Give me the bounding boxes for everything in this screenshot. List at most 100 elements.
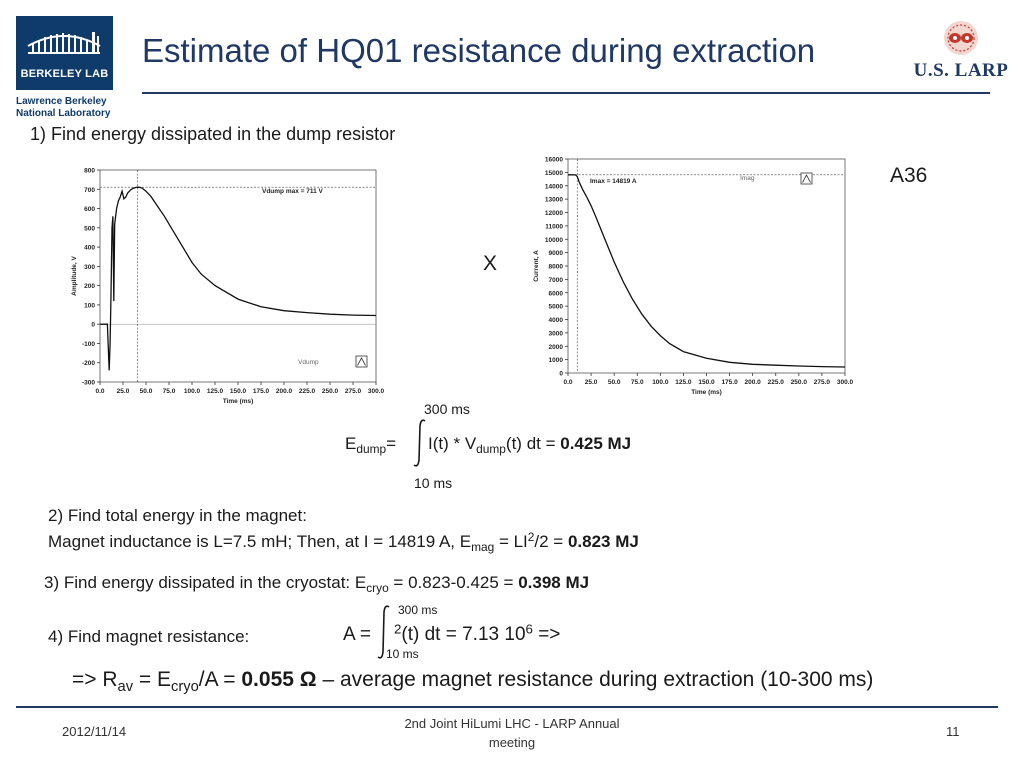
slide-title: Estimate of HQ01 resistance during extra… [142,32,816,69]
x-tick-label: 300.0 [368,388,385,395]
y-tick-label: 800 [84,168,95,175]
larp-logo-text: U.S. LARP [913,60,1009,81]
legend-toggle-box [800,172,813,185]
y-tick-label: 10000 [545,237,563,244]
y-tick-label: 0 [559,371,563,378]
result-c: /A = [198,668,242,691]
edump-tail: (t) dt = [505,434,561,453]
x-tick-label: 50.0 [140,388,153,395]
x-tick-label: 75.0 [163,388,176,395]
edump-mid: I(t) * V [428,434,477,453]
step2-line2: Magnet inductance is L=7.5 mH; Then, at … [48,530,639,553]
x-tick-label: 50.0 [608,379,621,386]
step4-c: => [532,624,561,645]
y-tick-label: 500 [84,225,95,232]
series-line-vdump [100,186,377,371]
result-sub2: cryo [171,679,199,696]
step3-b: = 0.823-0.425 = [388,573,519,592]
step3-a: 3) Find energy dissipated in the cryosta… [44,573,367,592]
legend-triangle-icon [357,357,366,366]
x-tick-label: 75.0 [631,379,644,386]
result-sub1: av [117,679,134,696]
plot-id-label: A36 [890,164,928,187]
x-tick-label: 100.0 [652,379,669,386]
integral2-lower-limit: 10 ms [386,647,419,661]
result-b: = E [133,668,171,691]
x-tick-label: 225.0 [299,388,316,395]
series-line-imag [568,174,846,368]
vdump-chart: 800 700 600 500 400 300 200 100 0 -100 -200 -300 0.0… [64,160,388,410]
result-d: – average magnet resistance during extra… [316,668,874,691]
step4-equation: 2(t) dt = 7.13 106 => [394,621,561,646]
y-tick-label: -100 [82,341,95,348]
y-tick-label: -300 [82,380,95,387]
legend-label: Imag [740,175,755,182]
y-tick-label: 4000 [549,317,564,324]
edump-value: 0.425 MJ [560,434,632,453]
step4-sup2: 6 [525,621,533,637]
y-tick-label: 2000 [549,344,564,351]
y-tick-label: 300 [84,264,95,271]
edump-eq: = [386,434,397,453]
y-tick-label: 16000 [545,157,563,164]
x-tick-label: 200.0 [276,388,293,395]
step4-b: (t) dt = 7.13 10 [401,624,526,645]
lab-name: Lawrence Berkeley National Laboratory [16,96,156,120]
step4-label: 4) Find magnet resistance: [48,627,250,646]
step1-text: 1) Find energy dissipated in the dump re… [30,124,396,144]
x-tick-label: 200.0 [745,379,762,386]
edump-label: E [345,434,357,453]
y-tick-label: 9000 [549,250,564,257]
integral1-lower-limit: 10 ms [414,475,453,491]
lab-name-line1: Lawrence Berkeley [16,96,107,107]
edump-equation: Edump= [345,434,397,455]
x-tick-label: 300.0 [837,379,854,386]
y-axis-label: Current, A [533,250,540,282]
chart-plot-area [99,169,377,383]
x-tick-label: 0.0 [563,379,572,386]
y-tick-label: 200 [84,283,95,290]
x-tick-label: 100.0 [184,388,201,395]
y-tick-label: 6000 [549,290,564,297]
berkeley-lab-logo-text: BERKELEY LAB [20,68,109,80]
edump-mid-sub: dump [476,442,506,457]
y-tick-label: 700 [84,187,95,194]
chart-annotation: Vdump max = 711 V [262,188,324,195]
y-tick-label: 1000 [549,357,564,364]
berkeley-lab-logo: BERKELEY LAB [16,16,113,90]
y-tick-label: 5000 [549,304,564,311]
edump-integrand: I(t) * Vdump(t) dt = 0.425 MJ [428,434,632,457]
footer-divider [16,706,998,708]
y-tick-label: 13000 [545,197,563,204]
legend-label: Vdump [298,359,319,366]
step4-sup1: 2 [394,621,402,637]
x-tick-label: 150.0 [230,388,247,395]
integral1-sign-icon [413,419,426,467]
imag-chart: 16000 15000 14000 13000 12000 11000 10000 9000 8… [528,150,858,400]
step2-line2-c: /2 = [534,532,568,551]
x-tick-label: 125.0 [207,388,224,395]
y-tick-label: 0 [91,322,95,329]
result-value: 0.055 Ω [241,668,317,691]
x-tick-label: 175.0 [253,388,270,395]
footer-event: 2nd Joint HiLumi LHC - LARP Annual meeti… [362,714,662,752]
x-tick-label: 225.0 [768,379,785,386]
x-tick-label: 175.0 [721,379,738,386]
result-line: => Rav = Ecryo/A = 0.055 Ω – average mag… [72,668,874,696]
x-tick-label: 275.0 [814,379,831,386]
legend-triangle-icon [802,174,811,183]
x-tick-label: 150.0 [698,379,715,386]
vdump-chart-svg: 800 700 600 500 400 300 200 100 0 -100 -200 -3000.0… [71,168,385,406]
x-tick-label: 0.0 [95,388,104,395]
building-icon [27,32,101,54]
step2-line2-b: = LI [494,532,528,551]
legend-toggle-box [355,355,368,368]
step3-text: 3) Find energy dissipated in the cryosta… [44,573,589,594]
chart-annotation: Imax = 14819 A [590,178,637,185]
y-tick-label: 3000 [549,330,564,337]
y-tick-label: -200 [82,360,95,367]
step2-line2-a: Magnet inductance is L=7.5 mH; Then, at … [48,532,472,551]
y-tick-label: 400 [84,245,95,252]
step2-line2-sup: 2 [527,530,535,545]
